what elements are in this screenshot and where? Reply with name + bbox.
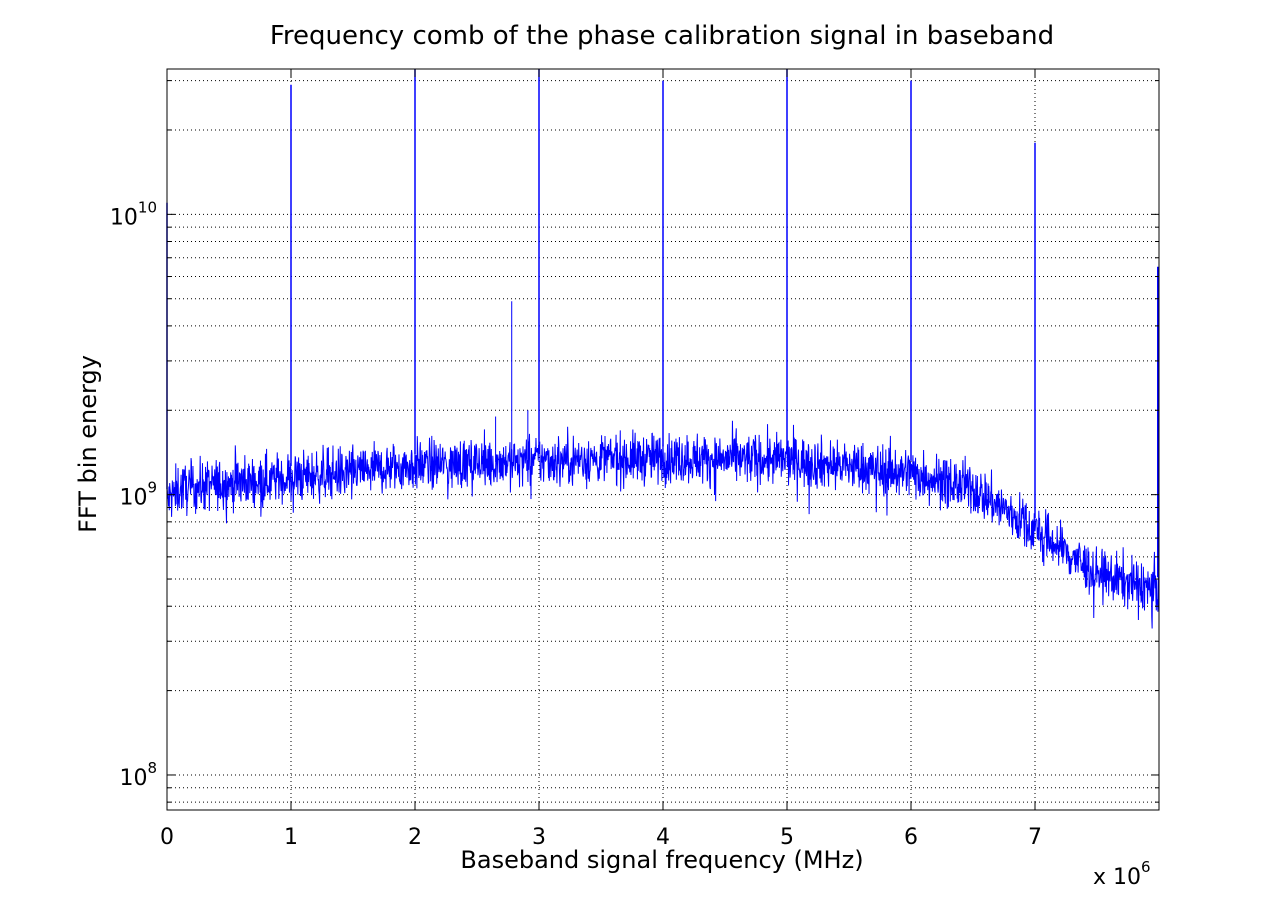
x-tick-label: 7	[1028, 825, 1042, 850]
y-axis-label: FFT bin energy	[74, 355, 102, 533]
x-axis-label: Baseband signal frequency (MHz)	[460, 846, 863, 874]
x-tick-labels: 0 1 2 3 4 5 6 7	[160, 825, 1042, 850]
x-tick-label: 2	[408, 825, 422, 850]
y-tick-label: 109	[119, 479, 157, 511]
x-tick-label: 0	[160, 825, 174, 850]
y-tick-label: 108	[119, 759, 157, 791]
x-tick-label: 6	[904, 825, 918, 850]
chart-title: Frequency comb of the phase calibration …	[270, 21, 1054, 51]
x-tick-label: 5	[780, 825, 794, 850]
x-tick-label: 4	[656, 825, 670, 850]
x-multiplier-exponent: 6	[1141, 858, 1151, 876]
axis-ticks	[166, 69, 1159, 810]
x-multiplier-base: x 10	[1093, 865, 1141, 890]
x-tick-label: 1	[284, 825, 298, 850]
y-tick-labels: 108 109 1010	[110, 198, 157, 791]
y-tick-label: 1010	[110, 198, 157, 230]
x-multiplier: x 106	[1093, 858, 1151, 890]
series-line	[166, 69, 1160, 629]
x-tick-label: 3	[532, 825, 546, 850]
